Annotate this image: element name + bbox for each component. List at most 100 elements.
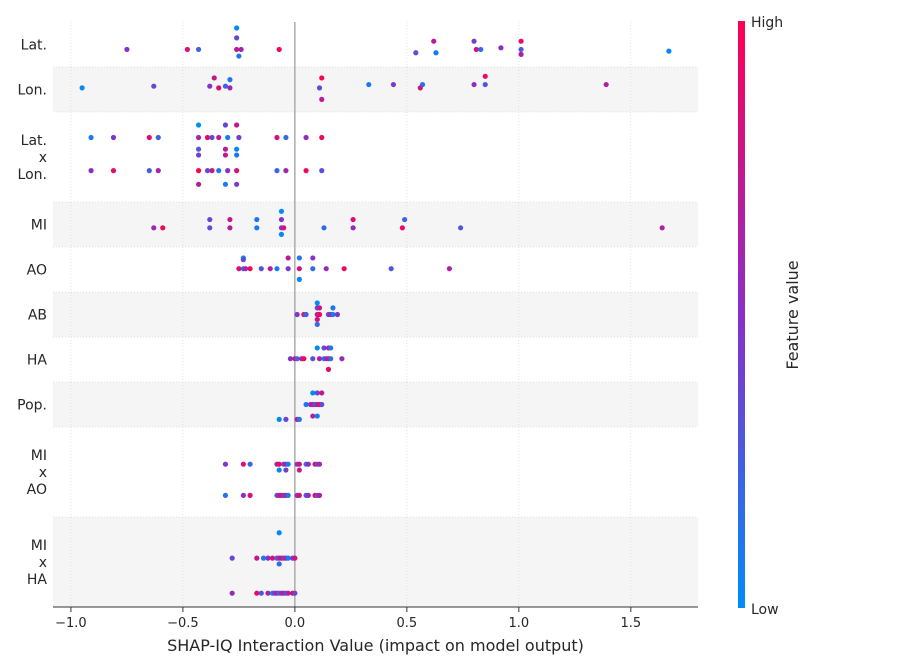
data-point	[482, 81, 488, 88]
feature-label: AO	[27, 263, 47, 279]
data-point	[323, 266, 329, 272]
data-point	[234, 168, 240, 174]
data-point	[211, 75, 217, 81]
data-point	[390, 81, 397, 88]
data-point	[247, 266, 253, 272]
data-point	[310, 390, 316, 396]
data-point	[316, 305, 323, 311]
data-point	[314, 413, 320, 419]
feature-label: x	[39, 465, 47, 481]
data-point	[184, 46, 190, 53]
data-point	[316, 356, 323, 362]
data-point	[334, 311, 341, 318]
data-point	[659, 225, 665, 231]
data-point	[238, 46, 244, 53]
data-point	[267, 266, 273, 272]
data-point	[234, 152, 240, 158]
data-point	[285, 461, 291, 467]
data-point	[366, 81, 372, 88]
x-tick-label: 0.0	[285, 616, 306, 631]
data-point	[314, 300, 320, 306]
data-point	[195, 146, 202, 152]
data-point	[482, 73, 488, 79]
data-point	[240, 492, 246, 498]
data-point	[283, 416, 289, 422]
data-point	[265, 555, 271, 561]
data-point	[278, 216, 285, 223]
data-point	[227, 85, 233, 91]
data-point	[227, 77, 233, 83]
x-tick-label: 1.0	[508, 616, 529, 631]
data-point	[265, 590, 271, 596]
feature-label: MI	[31, 448, 47, 464]
feature-label: Lat.	[21, 38, 47, 54]
data-point	[296, 255, 302, 261]
data-point	[195, 168, 202, 174]
data-point	[124, 46, 130, 53]
x-axis-title: SHAP-IQ Interaction Value (impact on mod…	[167, 636, 584, 655]
data-point	[388, 266, 394, 272]
data-point	[446, 266, 453, 272]
data-point	[296, 266, 302, 272]
data-point	[236, 266, 242, 272]
data-point	[195, 134, 202, 141]
x-tick-label: −1.0	[55, 616, 87, 631]
data-point	[195, 181, 202, 187]
data-point	[471, 81, 477, 88]
data-point	[234, 122, 240, 128]
data-point	[240, 257, 246, 263]
feature-label: Lon.	[18, 83, 47, 99]
data-point	[254, 590, 260, 596]
data-point	[110, 168, 117, 174]
data-point	[260, 555, 267, 561]
data-point	[285, 555, 291, 561]
colorbar	[738, 21, 745, 608]
data-point	[458, 225, 464, 231]
feature-label: x	[39, 150, 47, 166]
data-point	[276, 46, 282, 53]
data-point	[281, 225, 287, 231]
x-tick-label: −0.5	[167, 616, 199, 631]
data-point	[305, 461, 311, 467]
data-point	[292, 590, 298, 596]
data-point	[254, 555, 260, 561]
data-point	[216, 168, 222, 174]
colorbar-title: Feature value	[783, 260, 802, 369]
row-band	[53, 382, 698, 427]
data-point	[243, 266, 249, 272]
data-point	[216, 134, 222, 141]
feature-label: MI	[31, 538, 47, 554]
row-band	[53, 517, 698, 607]
data-point	[285, 255, 291, 261]
data-point	[399, 225, 405, 231]
data-point	[222, 461, 229, 467]
data-point	[247, 492, 253, 498]
data-point	[321, 345, 327, 351]
data-point	[413, 50, 419, 56]
data-point	[316, 461, 323, 467]
data-points	[79, 25, 672, 596]
data-point	[296, 276, 302, 282]
feature-label: MI	[31, 218, 47, 234]
feature-label: HA	[27, 572, 48, 588]
data-point	[518, 51, 524, 58]
data-point	[296, 492, 302, 498]
data-point	[301, 356, 307, 362]
data-point	[209, 168, 215, 174]
data-point	[321, 225, 327, 231]
data-point	[236, 134, 242, 141]
data-point	[285, 590, 291, 596]
data-point	[236, 53, 242, 59]
data-point	[296, 416, 302, 422]
data-point	[269, 555, 276, 561]
data-point	[276, 530, 282, 536]
row-band	[53, 292, 698, 337]
data-point	[283, 467, 289, 473]
data-point	[146, 168, 152, 174]
data-point	[151, 225, 157, 231]
data-point	[498, 45, 504, 51]
data-point	[216, 85, 222, 91]
data-point	[110, 134, 117, 141]
data-point	[287, 356, 293, 362]
